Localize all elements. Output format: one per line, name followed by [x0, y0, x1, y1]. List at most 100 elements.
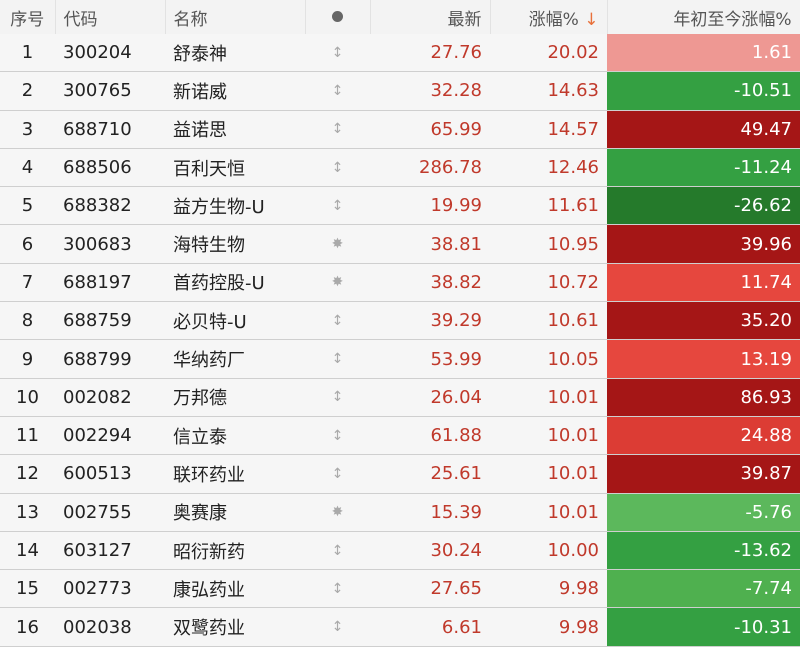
stock-name: 必贝特-U [165, 301, 305, 341]
updown-arrow-icon: ↕ [305, 301, 370, 341]
stock-code: 688197 [55, 263, 165, 303]
table-row[interactable]: 1 300204 舒泰神 ↕ 27.76 20.02 1.61 [0, 34, 800, 73]
table-row[interactable]: 8 688759 必贝特-U ↕ 39.29 10.61 35.20 [0, 301, 800, 341]
stock-code: 688759 [55, 301, 165, 341]
table-row[interactable]: 12 600513 联环药业 ↕ 25.61 10.01 39.87 [0, 454, 800, 494]
row-index: 6 [0, 224, 55, 264]
updown-arrow-icon: ↕ [305, 339, 370, 379]
ytd-change-percent: 1.61 [607, 34, 800, 73]
ytd-change-percent: 39.87 [607, 454, 800, 494]
stock-code: 300204 [55, 34, 165, 73]
ytd-change-percent: -11.24 [607, 148, 800, 188]
table-row[interactable]: 5 688382 益方生物-U ↕ 19.99 11.61 -26.62 [0, 186, 800, 226]
latest-price: 6.61 [370, 607, 490, 647]
updown-arrow-icon: ↕ [305, 186, 370, 226]
table-row[interactable]: 15 002773 康弘药业 ↕ 27.65 9.98 -7.74 [0, 569, 800, 609]
stock-name: 华纳药厂 [165, 339, 305, 379]
stock-code: 688710 [55, 110, 165, 149]
row-index: 16 [0, 607, 55, 647]
latest-price: 32.28 [370, 71, 490, 111]
ytd-change-percent: -10.31 [607, 607, 800, 647]
row-index: 4 [0, 148, 55, 188]
header-row: 序号 代码 名称 最新 涨幅% ↓ 年初至今涨幅% [0, 0, 800, 34]
latest-price: 61.88 [370, 416, 490, 456]
stock-code: 688506 [55, 148, 165, 188]
change-percent: 10.01 [490, 493, 607, 532]
table-row[interactable]: 13 002755 奥赛康 ✸ 15.39 10.01 -5.76 [0, 493, 800, 532]
table-row[interactable]: 6 300683 海特生物 ✸ 38.81 10.95 39.96 [0, 224, 800, 264]
row-index: 3 [0, 110, 55, 149]
table-row[interactable]: 10 002082 万邦德 ↕ 26.04 10.01 86.93 [0, 378, 800, 417]
change-percent: 20.02 [490, 34, 607, 73]
table-row[interactable]: 11 002294 信立泰 ↕ 61.88 10.01 24.88 [0, 416, 800, 456]
row-index: 13 [0, 493, 55, 532]
updown-arrow-icon: ↕ [305, 416, 370, 456]
dot-icon [332, 11, 343, 22]
change-percent: 10.01 [490, 416, 607, 456]
table-row[interactable]: 4 688506 百利天恒 ↕ 286.78 12.46 -11.24 [0, 148, 800, 188]
stock-name: 昭衍新药 [165, 531, 305, 571]
row-index: 14 [0, 531, 55, 571]
row-index: 15 [0, 569, 55, 609]
table-row[interactable]: 3 688710 益诺思 ↕ 65.99 14.57 49.47 [0, 110, 800, 149]
row-index: 10 [0, 378, 55, 417]
header-dot[interactable] [305, 0, 371, 34]
ytd-change-percent: -26.62 [607, 186, 800, 226]
header-ytd[interactable]: 年初至今涨幅% [607, 0, 800, 34]
change-percent: 10.05 [490, 339, 607, 379]
stock-code: 600513 [55, 454, 165, 494]
change-percent: 10.00 [490, 531, 607, 571]
star-icon: ✸ [305, 224, 370, 264]
latest-price: 286.78 [370, 148, 490, 188]
latest-price: 25.61 [370, 454, 490, 494]
latest-price: 39.29 [370, 301, 490, 341]
table-row[interactable]: 16 002038 双鹭药业 ↕ 6.61 9.98 -10.31 [0, 607, 800, 647]
ytd-change-percent: -5.76 [607, 493, 800, 532]
stock-name: 信立泰 [165, 416, 305, 456]
table-row[interactable]: 14 603127 昭衍新药 ↕ 30.24 10.00 -13.62 [0, 531, 800, 571]
updown-arrow-icon: ↕ [305, 607, 370, 647]
sort-desc-icon: ↓ [584, 9, 599, 30]
stock-code: 300765 [55, 71, 165, 111]
ytd-change-percent: 24.88 [607, 416, 800, 456]
row-index: 11 [0, 416, 55, 456]
change-percent: 10.61 [490, 301, 607, 341]
change-percent: 10.01 [490, 454, 607, 494]
latest-price: 27.65 [370, 569, 490, 609]
row-index: 1 [0, 34, 55, 73]
ytd-change-percent: -7.74 [607, 569, 800, 609]
header-price[interactable]: 最新 [370, 0, 491, 34]
stock-name: 新诺威 [165, 71, 305, 111]
header-change-label: 涨幅% [528, 9, 579, 30]
change-percent: 11.61 [490, 186, 607, 226]
change-percent: 14.63 [490, 71, 607, 111]
stock-code: 688382 [55, 186, 165, 226]
table-row[interactable]: 9 688799 华纳药厂 ↕ 53.99 10.05 13.19 [0, 339, 800, 379]
change-percent: 10.95 [490, 224, 607, 264]
header-change[interactable]: 涨幅% ↓ [490, 0, 608, 34]
updown-arrow-icon: ↕ [305, 71, 370, 111]
stock-name: 万邦德 [165, 378, 305, 417]
updown-arrow-icon: ↕ [305, 34, 370, 73]
ytd-change-percent: 86.93 [607, 378, 800, 417]
stock-name: 联环药业 [165, 454, 305, 494]
header-name[interactable]: 名称 [165, 0, 306, 34]
stock-code: 300683 [55, 224, 165, 264]
ytd-change-percent: 11.74 [607, 263, 800, 303]
latest-price: 38.81 [370, 224, 490, 264]
stock-code: 002773 [55, 569, 165, 609]
stock-name: 舒泰神 [165, 34, 305, 73]
stock-name: 益诺思 [165, 110, 305, 149]
latest-price: 53.99 [370, 339, 490, 379]
ytd-change-percent: 39.96 [607, 224, 800, 264]
stock-code: 002294 [55, 416, 165, 456]
updown-arrow-icon: ↕ [305, 531, 370, 571]
header-code[interactable]: 代码 [55, 0, 166, 34]
table-row[interactable]: 2 300765 新诺威 ↕ 32.28 14.63 -10.51 [0, 71, 800, 111]
stock-name: 首药控股-U [165, 263, 305, 303]
header-index[interactable]: 序号 [0, 0, 56, 34]
table-row[interactable]: 7 688197 首药控股-U ✸ 38.82 10.72 11.74 [0, 263, 800, 303]
ytd-change-percent: 35.20 [607, 301, 800, 341]
stock-name: 双鹭药业 [165, 607, 305, 647]
